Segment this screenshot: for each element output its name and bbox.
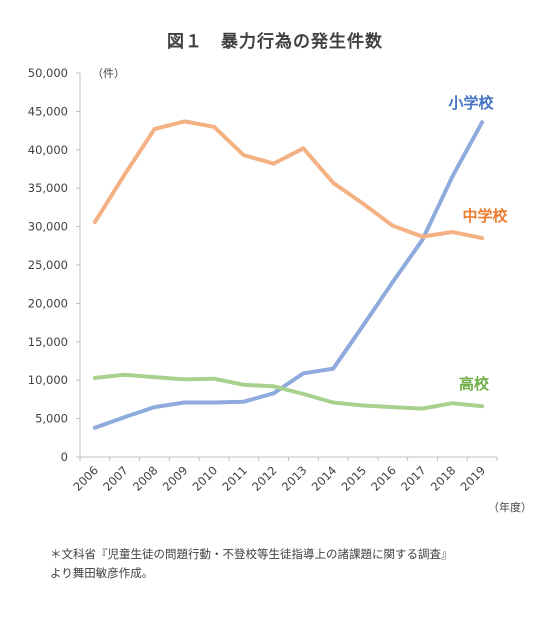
x-tick-label: 2008 xyxy=(130,463,161,494)
chart-title: 図１ 暴力行為の発生件数 xyxy=(167,32,383,52)
x-tick-label: 2007 xyxy=(100,463,131,494)
x-tick-label: 2019 xyxy=(458,463,489,494)
y-tick-label: 50,000 xyxy=(28,66,68,80)
series-label: 小学校 xyxy=(448,94,494,112)
x-tick-label: 2016 xyxy=(368,463,399,494)
y-tick-label: 15,000 xyxy=(28,335,68,349)
x-tick-label: 2018 xyxy=(428,463,459,494)
footnote-line-2: より舞田敏彦作成。 xyxy=(50,566,154,580)
x-axis-unit-label: （年度） xyxy=(488,500,532,514)
x-tick-label: 2014 xyxy=(309,463,340,494)
y-tick-label: 25,000 xyxy=(28,258,68,272)
y-axis-unit-label: （件） xyxy=(92,67,125,80)
x-tick-label: 2015 xyxy=(338,463,369,494)
footnote-line-1: ＊文科省『児童生徒の問題行動・不登校等生徒指導上の諸課題に関する調査』 xyxy=(50,547,453,561)
x-tick-label: 2013 xyxy=(279,463,310,494)
series-label: 中学校 xyxy=(462,207,508,225)
x-axis-ticks: 2006 2007 2008 2009 2010 2011 2012 2013 2014 2015… xyxy=(70,457,498,494)
series-line-高校 xyxy=(92,372,485,411)
x-tick-label: 2012 xyxy=(249,463,280,494)
series-line-中学校 xyxy=(92,119,485,241)
x-tick-label: 2017 xyxy=(398,463,429,494)
series-line-小学校 xyxy=(92,120,485,430)
y-axis-ticks: 0 5,000 10,000 15,000 20,000 25,000 30,000 35,0… xyxy=(28,66,80,464)
y-tick-label: 20,000 xyxy=(28,296,68,310)
y-tick-label: 10,000 xyxy=(28,373,68,387)
x-tick-label: 2011 xyxy=(219,463,250,494)
axes xyxy=(79,73,497,458)
y-tick-label: 0 xyxy=(61,450,68,464)
y-tick-label: 45,000 xyxy=(28,104,68,118)
x-tick-label: 2010 xyxy=(190,463,221,494)
y-tick-label: 30,000 xyxy=(28,220,68,234)
series-lines xyxy=(92,119,485,430)
y-tick-label: 35,000 xyxy=(28,181,68,195)
x-tick-label: 2006 xyxy=(70,463,101,494)
series-label: 高校 xyxy=(459,375,490,393)
y-tick-label: 40,000 xyxy=(28,143,68,157)
y-tick-label: 5,000 xyxy=(35,412,68,426)
x-tick-label: 2009 xyxy=(160,463,191,494)
